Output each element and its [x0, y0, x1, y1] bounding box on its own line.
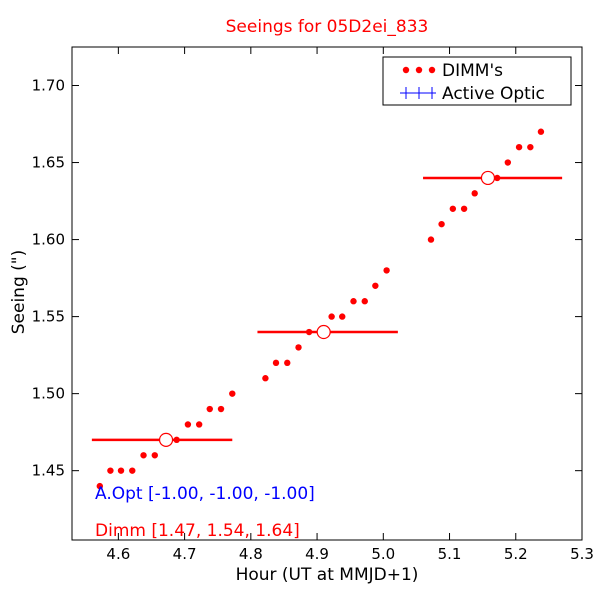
x-tick-label: 4.9 [305, 545, 329, 563]
annotation-active-optic: A.Opt [-1.00, -1.00, -1.00] [95, 484, 315, 504]
plot-frame [71, 46, 583, 541]
dimm-point [339, 313, 346, 320]
chart-title: Seeings for 05D2ei_833 [226, 17, 429, 37]
dimm-point [537, 128, 545, 135]
dimm-point [117, 467, 125, 474]
dimm-point [527, 143, 534, 151]
y-tick-label: 1.65 [32, 154, 65, 172]
legend-dimm-marker [402, 66, 436, 74]
legend-dimm-dot [428, 66, 436, 74]
dimm-point [272, 359, 280, 367]
y-axis-label: Seeing (") [9, 250, 29, 335]
x-tick-label: 5.2 [504, 545, 528, 563]
y-tick-label: 1.60 [32, 231, 65, 249]
dimm-point [151, 452, 158, 459]
annotation-dimm: Dimm [1.47, 1.54, 1.64] [95, 521, 300, 541]
legend-active-optic-marker [400, 87, 436, 99]
dimm-point [129, 467, 136, 474]
x-tick-label: 5.3 [570, 545, 594, 563]
dimm-point [471, 190, 478, 197]
dimm-point [438, 220, 445, 228]
dimm-point [460, 205, 468, 212]
dimm-point [427, 236, 435, 243]
dimm-point [328, 313, 335, 320]
dimm-point [262, 375, 269, 382]
dimm-mean-marker [480, 170, 496, 186]
dimm-point [217, 405, 225, 413]
y-axis-ticks: 1.45 1.50 1.55 1.60 1.65 1.70 [32, 77, 582, 480]
dimm-point [206, 405, 213, 413]
dimm-point [372, 282, 379, 289]
dimm-point [140, 452, 147, 459]
dimm-mean-marker [316, 324, 331, 340]
legend-dimm-dot [402, 66, 410, 74]
legend: DIMM's Active Optic [382, 56, 572, 106]
dimm-point [350, 298, 357, 305]
dimm-point [361, 298, 368, 305]
y-tick-label: 1.70 [32, 77, 65, 95]
x-tick-label: 4.6 [106, 545, 130, 563]
x-tick-label: 4.8 [239, 545, 263, 563]
dimm-point [184, 421, 192, 428]
legend-frame [382, 56, 572, 106]
legend-active-optic-label: Active Optic [442, 84, 545, 104]
dimm-point [107, 467, 114, 474]
dimm-point [504, 159, 512, 166]
dimm-point [449, 205, 457, 212]
legend-dimm-dot [415, 66, 423, 74]
dimm-point [229, 390, 236, 397]
dimm-mean-marker [158, 432, 174, 447]
x-axis-label: Hour (UT at MMJD+1) [236, 565, 419, 585]
dimm-point [284, 359, 291, 367]
x-tick-label: 4.7 [173, 545, 197, 563]
legend-dimm-label: DIMM's [442, 61, 503, 81]
dimm-point [515, 143, 523, 151]
x-tick-label: 5.1 [438, 545, 462, 563]
dimm-point [295, 344, 302, 351]
x-axis-ticks: 4.6 4.7 4.8 4.9 5.0 5.1 5.2 5.3 [106, 47, 594, 563]
y-tick-label: 1.50 [32, 385, 65, 403]
dimm-point [195, 421, 203, 428]
y-tick-label: 1.55 [32, 308, 65, 326]
y-tick-label: 1.45 [32, 462, 65, 480]
plot-area [91, 128, 563, 490]
x-tick-label: 5.0 [371, 545, 395, 563]
dimm-point [96, 482, 104, 490]
dimm-point [383, 267, 390, 274]
